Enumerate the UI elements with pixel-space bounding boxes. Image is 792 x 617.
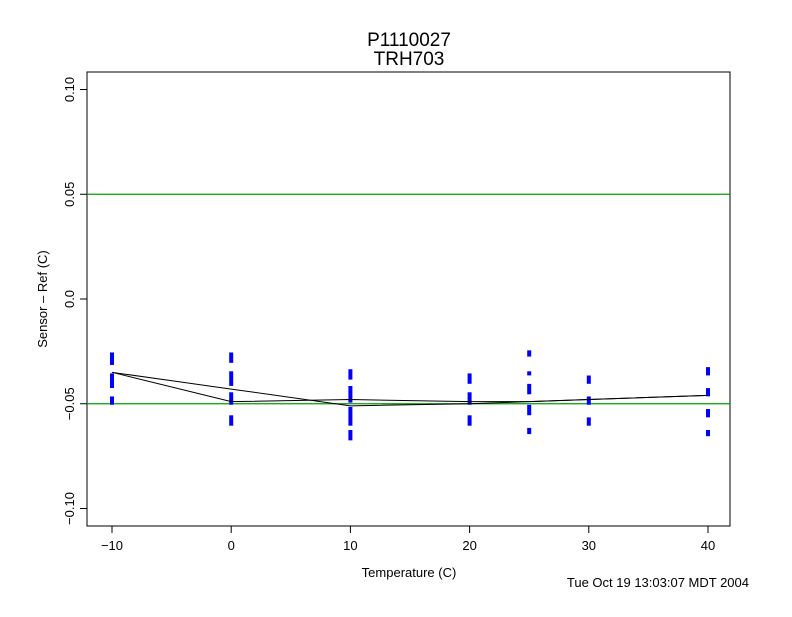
data-point-cluster bbox=[706, 409, 710, 418]
data-point-cluster bbox=[527, 350, 532, 357]
data-point-cluster bbox=[348, 385, 353, 403]
x-tick-label: −10 bbox=[101, 538, 123, 553]
data-point-cluster bbox=[467, 392, 472, 405]
data-point-cluster bbox=[706, 388, 710, 397]
data-point-cluster bbox=[348, 369, 353, 380]
data-point-cluster bbox=[348, 429, 353, 441]
data-point-cluster bbox=[527, 404, 532, 416]
data-point-cluster bbox=[586, 396, 591, 405]
data-point-cluster bbox=[110, 352, 114, 365]
plot-frame bbox=[86, 71, 731, 527]
series-lines bbox=[111, 371, 709, 407]
data-point-cluster bbox=[527, 371, 532, 376]
y-tick-label: 0.10 bbox=[62, 77, 77, 102]
data-point-cluster bbox=[706, 429, 710, 437]
chart-title: P1110027 bbox=[367, 30, 451, 51]
x-tick-label: 40 bbox=[701, 538, 715, 553]
data-point-cluster bbox=[348, 406, 353, 426]
data-point-cluster bbox=[527, 383, 532, 395]
data-point-cluster bbox=[229, 371, 234, 386]
data-points bbox=[110, 350, 710, 441]
data-point-cluster bbox=[467, 373, 472, 384]
y-tick-label: 0.05 bbox=[62, 182, 77, 207]
x-tick-label: 20 bbox=[462, 538, 476, 553]
y-axis-label: Sensor – Ref (C) bbox=[35, 250, 50, 348]
data-point-cluster bbox=[229, 352, 234, 363]
reference-lines bbox=[87, 193, 730, 405]
x-tick-label: 30 bbox=[582, 538, 596, 553]
data-point-cluster bbox=[229, 392, 234, 405]
x-tick-label: 10 bbox=[343, 538, 357, 553]
data-point-cluster bbox=[110, 373, 114, 388]
y-tick-label: 0.0 bbox=[62, 290, 77, 308]
y-tick-label: −0.05 bbox=[62, 387, 77, 420]
x-tick-label: 0 bbox=[228, 538, 235, 553]
y-tick-label: −0.10 bbox=[62, 492, 77, 525]
data-point-cluster bbox=[110, 396, 114, 405]
timestamp: Tue Oct 19 13:03:07 MDT 2004 bbox=[567, 575, 749, 590]
chart-subtitle: TRH703 bbox=[374, 49, 445, 70]
x-axis-label: Temperature (C) bbox=[362, 565, 457, 580]
data-point-cluster bbox=[229, 415, 234, 426]
y-axis: −0.10 −0.05 0.0 0.05 0.10 bbox=[62, 77, 87, 525]
data-point-cluster bbox=[527, 427, 532, 435]
data-point-cluster bbox=[706, 367, 710, 376]
x-axis: −10 0 10 20 30 40 bbox=[101, 526, 715, 553]
data-point-cluster bbox=[586, 417, 591, 426]
series-line-2 bbox=[111, 371, 709, 407]
series-line-1 bbox=[111, 371, 709, 403]
data-point-cluster bbox=[467, 415, 472, 426]
data-point-cluster bbox=[586, 375, 591, 384]
